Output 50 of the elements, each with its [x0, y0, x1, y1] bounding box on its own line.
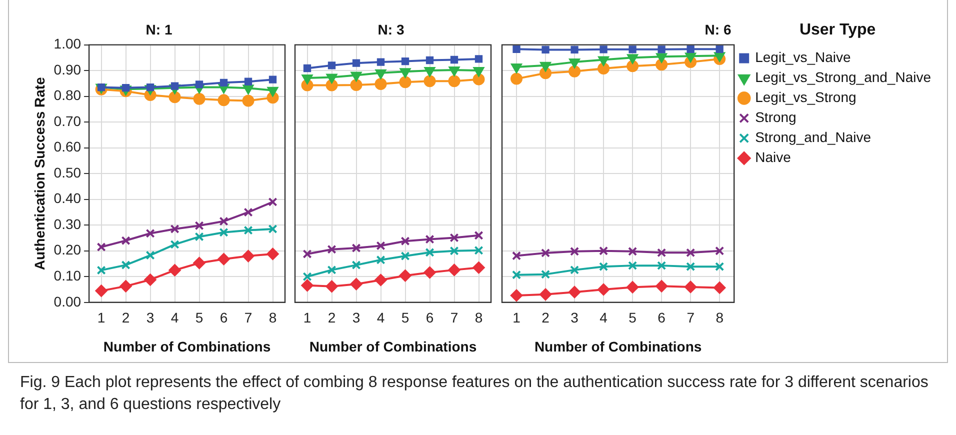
y-tick-label: 0.60 [54, 138, 82, 155]
legend-label: Strong [755, 109, 796, 126]
legend-label: Naive [755, 149, 792, 166]
chart-title: N: 1 [146, 21, 172, 38]
y-tick-label: 0.90 [54, 61, 82, 78]
x-tick-label: 5 [195, 310, 204, 326]
x-tick-label: 1 [512, 310, 521, 326]
caption: Fig. 9 Each plot represents the effect of combing 8 response features on the authentication success rate for 3 different scenarios for 1, 3, and 6 questions respectively [20, 373, 930, 415]
x-tick-label: 1 [97, 310, 106, 326]
x-tick-label: 5 [628, 310, 637, 326]
y-tick-label: 1.00 [54, 36, 82, 52]
x-tick-label: 2 [542, 310, 550, 326]
x-axis-title: Number of Combinations [309, 338, 477, 354]
x-tick-label: 7 [450, 310, 458, 326]
y-tick-label: 0.10 [54, 268, 82, 284]
legend-label: Strong_and_Naive [755, 129, 872, 146]
y-tick-label: 0.30 [54, 216, 82, 232]
y-axis-title: Authentication Success Rate [31, 76, 48, 270]
chart-title: N: 6 [704, 21, 732, 38]
y-tick-label: 0.20 [54, 242, 82, 258]
x-axis-title: Number of Combinations [534, 338, 702, 354]
x-tick-label: 3 [570, 310, 579, 326]
legend-label: Legit_vs_Strong_and_Naive [755, 69, 932, 86]
y-tick-label: 0.70 [54, 112, 82, 129]
y-tick-label: 0.50 [54, 164, 82, 180]
legend-title: User Type [799, 21, 876, 38]
x-tick-label: 3 [352, 310, 360, 326]
x-tick-label: 6 [220, 310, 228, 326]
y-tick-label: 0.40 [54, 190, 82, 206]
x-tick-label: 4 [170, 310, 179, 326]
x-tick-label: 5 [401, 310, 410, 326]
x-tick-label: 7 [244, 310, 252, 326]
x-tick-label: 8 [716, 310, 724, 326]
x-tick-label: 7 [686, 310, 695, 326]
x-tick-label: 8 [268, 310, 277, 326]
x-tick-label: 1 [303, 310, 312, 326]
x-tick-label: 6 [426, 310, 434, 326]
legend-label: Legit_vs_Strong [755, 89, 856, 106]
x-tick-label: 6 [658, 310, 666, 326]
x-tick-label: 4 [600, 310, 608, 326]
x-tick-label: 4 [376, 310, 385, 326]
chart-title: N: 3 [378, 21, 404, 38]
y-tick-label: 0.80 [54, 87, 82, 104]
y-tick-label: 0.00 [54, 293, 82, 310]
x-tick-label: 2 [328, 310, 336, 326]
x-tick-label: 8 [474, 310, 483, 326]
x-axis-title: Number of Combinations [103, 338, 271, 354]
legend-label: Legit_vs_Naive [755, 49, 852, 66]
x-tick-label: 3 [146, 310, 154, 326]
x-tick-label: 2 [122, 310, 130, 326]
